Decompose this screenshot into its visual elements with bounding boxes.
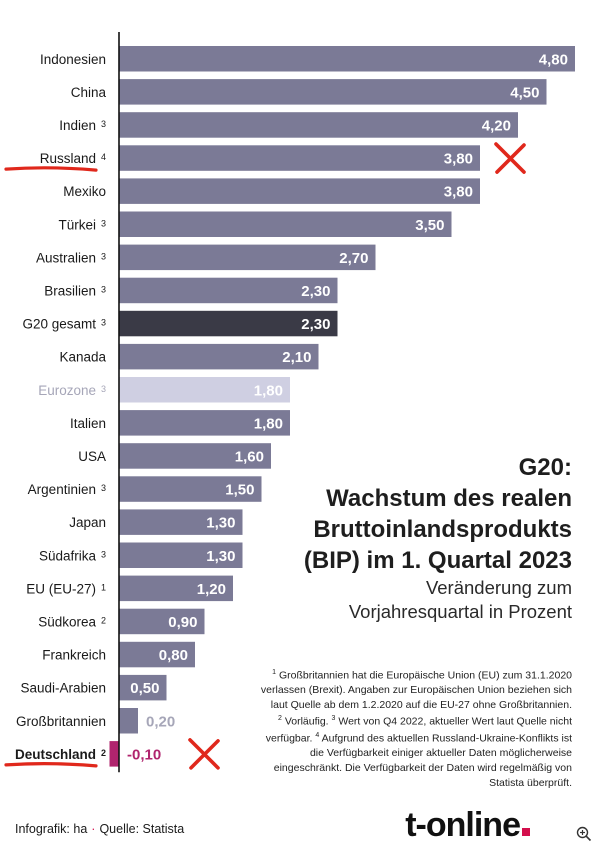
value-label-china: 4,50 <box>510 84 539 101</box>
underline-mark-deutschland <box>4 762 98 768</box>
category-label-grossbritannien: Großbritannien <box>16 714 106 729</box>
chart-title-line-4: (BIP) im 1. Quartal 2023 <box>303 547 572 574</box>
value-label-usa: 1,60 <box>235 449 264 466</box>
bar-suedafrika <box>119 542 243 568</box>
category-label-frankreich: Frankreich <box>42 648 106 663</box>
bar-frankreich <box>119 641 195 668</box>
bar-japan <box>119 509 243 535</box>
bar-russland <box>119 145 480 171</box>
chart-subtitle-line-2: Vorjahresquartal in Prozent <box>348 601 572 622</box>
category-label-suedafrika: Südafrika 3 <box>39 548 106 563</box>
bar-mexiko <box>119 178 480 204</box>
bar-brasilien <box>119 277 338 304</box>
value-label-brasilien: 2,30 <box>301 283 330 300</box>
source-credit: Infografik: ha · Quelle: Statista <box>15 822 184 836</box>
value-label-indien: 4,20 <box>482 117 511 134</box>
chart-title-line-3: Bruttoinlandsprodukts <box>313 516 572 543</box>
footnote-1: 1 Großbritannien hat die Europäische Uni… <box>260 669 572 711</box>
logo-dot <box>522 828 530 836</box>
bar-saudi-arabien <box>119 674 167 701</box>
category-label-mexiko: Mexiko <box>63 184 106 199</box>
value-label-australien: 2,70 <box>339 250 368 267</box>
bar-g20-gesamt <box>119 310 338 337</box>
category-label-russland: Russland 4 <box>40 151 106 166</box>
bar-usa <box>119 443 271 469</box>
value-label-kanada: 2,10 <box>282 349 311 366</box>
category-label-deutschland: Deutschland 2 <box>15 747 106 762</box>
value-label-eu-eu-27: 1,20 <box>197 581 226 598</box>
bar-indien <box>119 112 518 138</box>
category-label-eurozone: Eurozone 3 <box>38 383 106 398</box>
category-label-indien: Indien 3 <box>59 118 106 133</box>
category-label-italien: Italien <box>70 416 106 431</box>
category-label-usa: USA <box>78 449 106 464</box>
chart-title-line-1: G20: <box>518 454 572 481</box>
chart-subtitle-line-1: Veränderung zum <box>425 577 572 598</box>
value-label-japan: 1,30 <box>206 515 235 532</box>
bar-indonesien <box>119 46 575 72</box>
value-label-deutschland: -0,10 <box>127 746 161 763</box>
bar-tuerkei <box>119 211 452 237</box>
bar-eu-eu-27 <box>119 575 233 602</box>
bar-china <box>119 79 547 105</box>
zoom-in-icon[interactable] <box>576 826 592 842</box>
bar-grossbritannien <box>119 708 138 734</box>
credit-separator: · <box>91 822 96 836</box>
footnote-2-3: 2 Vorläufig. 3 Wert von Q4 2022, aktuell… <box>265 715 572 789</box>
chart-title-block: G20: Wachstum des realen Bruttoinlandspr… <box>242 452 572 624</box>
category-label-japan: Japan <box>69 515 106 530</box>
value-label-g20-gesamt: 2,30 <box>301 316 330 333</box>
value-label-mexiko: 3,80 <box>444 184 473 201</box>
infografik-credit: Infografik: ha <box>15 822 88 836</box>
category-label-australien: Australien 3 <box>36 250 106 265</box>
category-label-kanada: Kanada <box>59 350 106 365</box>
category-label-suedkorea: Südkorea 2 <box>38 615 106 630</box>
value-label-tuerkei: 3,50 <box>415 217 444 234</box>
value-label-suedkorea: 0,90 <box>168 614 197 631</box>
value-label-russland: 3,80 <box>444 151 473 168</box>
category-label-tuerkei: Türkei 3 <box>58 217 106 232</box>
bar-kanada <box>119 343 319 370</box>
value-label-suedafrika: 1,30 <box>206 548 235 565</box>
value-label-saudi-arabien: 0,50 <box>130 680 159 697</box>
source-label: Quelle: Statista <box>99 822 185 836</box>
chart-title-line-2: Wachstum des realen <box>326 485 572 512</box>
category-label-argentinien: Argentinien 3 <box>28 482 106 497</box>
category-label-saudi-arabien: Saudi-Arabien <box>20 681 106 696</box>
category-label-indonesien: Indonesien <box>40 52 106 67</box>
bar-argentinien <box>119 476 262 502</box>
category-label-g20-gesamt: G20 gesamt 3 <box>22 317 106 332</box>
cross-mark-russland <box>494 142 526 174</box>
value-label-grossbritannien: 0,20 <box>146 713 175 730</box>
bar-deutschland <box>109 741 119 767</box>
bar-italien <box>119 410 290 436</box>
t-online-logo: t-online <box>405 806 530 845</box>
bar-eurozone <box>119 377 290 403</box>
underline-mark-russland <box>4 166 98 172</box>
value-label-indonesien: 4,80 <box>539 51 568 68</box>
value-label-frankreich: 0,80 <box>159 647 188 664</box>
category-label-brasilien: Brasilien 3 <box>44 284 106 299</box>
value-label-argentinien: 1,50 <box>225 482 254 499</box>
bar-suedkorea <box>119 608 205 635</box>
category-label-eu-eu-27: EU (EU-27) 1 <box>26 581 106 596</box>
category-label-china: China <box>71 85 107 100</box>
footnotes: 1 Großbritannien hat die Europäische Uni… <box>252 666 572 790</box>
cross-mark-deutschland <box>188 738 220 770</box>
value-label-eurozone: 1,80 <box>254 382 283 399</box>
bar-australien <box>119 244 376 271</box>
value-label-italien: 1,80 <box>254 415 283 432</box>
